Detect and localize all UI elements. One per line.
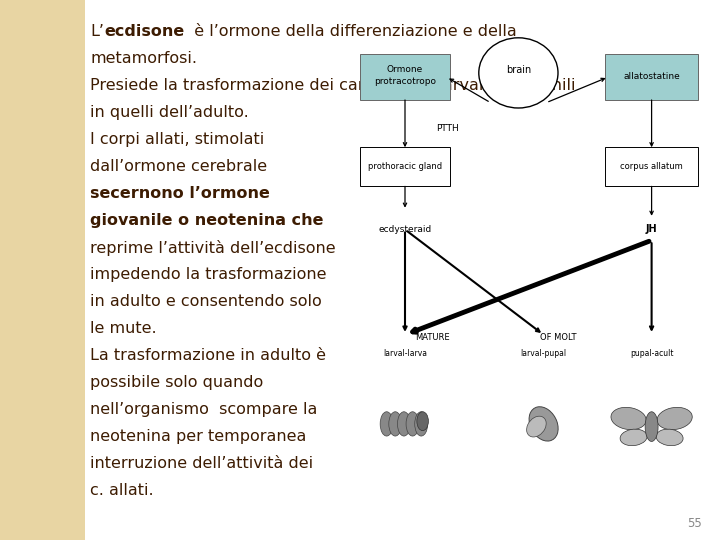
Text: ecdysteraid: ecdysteraid: [379, 225, 431, 234]
FancyBboxPatch shape: [360, 147, 450, 186]
Text: 55: 55: [688, 517, 702, 530]
Text: neotenina per temporanea: neotenina per temporanea: [90, 429, 307, 444]
Text: OF MOLT: OF MOLT: [540, 333, 576, 342]
Ellipse shape: [389, 411, 402, 436]
Text: Ormone: Ormone: [387, 65, 423, 74]
Text: allatostatine: allatostatine: [624, 72, 680, 82]
Ellipse shape: [526, 416, 546, 437]
Text: in adulto e consentendo solo: in adulto e consentendo solo: [90, 294, 322, 309]
Ellipse shape: [529, 407, 558, 441]
Ellipse shape: [656, 429, 683, 445]
Text: ecdisone: ecdisone: [104, 24, 184, 39]
Text: larval-pupal: larval-pupal: [521, 349, 567, 358]
Text: in quelli dell’adulto.: in quelli dell’adulto.: [90, 105, 248, 120]
Text: larval-larva: larval-larva: [383, 349, 427, 358]
Ellipse shape: [645, 411, 658, 442]
Text: reprime l’attività dell’ecdisone: reprime l’attività dell’ecdisone: [90, 240, 336, 256]
Ellipse shape: [620, 429, 647, 445]
Text: pupal-acult: pupal-acult: [630, 349, 673, 358]
Text: metamorfosi.: metamorfosi.: [90, 51, 197, 66]
Ellipse shape: [397, 411, 410, 436]
Ellipse shape: [479, 38, 558, 108]
Ellipse shape: [417, 411, 428, 431]
Text: giovanile o neotenina che: giovanile o neotenina che: [90, 213, 323, 228]
Text: prothoracic gland: prothoracic gland: [368, 163, 442, 171]
Text: è l’ormone della differenziazione e della: è l’ormone della differenziazione e dell…: [184, 24, 517, 39]
Text: possibile solo quando: possibile solo quando: [90, 375, 264, 390]
Ellipse shape: [611, 407, 646, 430]
Text: MATURE: MATURE: [415, 333, 449, 342]
Text: I corpi allati, stimolati: I corpi allati, stimolati: [90, 132, 264, 147]
Text: PTTH: PTTH: [436, 124, 459, 133]
Text: le mute.: le mute.: [90, 321, 157, 336]
Ellipse shape: [406, 411, 419, 436]
Text: JH: JH: [646, 225, 657, 234]
Text: brain: brain: [505, 65, 531, 75]
Ellipse shape: [415, 411, 428, 436]
Text: nell’organismo  scompare la: nell’organismo scompare la: [90, 402, 318, 417]
Text: La trasformazione in adulto è: La trasformazione in adulto è: [90, 348, 326, 363]
Text: protracotropo: protracotropo: [374, 77, 436, 86]
Bar: [0, 0, 85, 540]
Ellipse shape: [657, 407, 692, 430]
Text: Presiede la trasformazione dei caratteri da larvali o giovanili: Presiede la trasformazione dei caratteri…: [90, 78, 575, 93]
Text: interruzione dell’attività dei: interruzione dell’attività dei: [90, 456, 313, 471]
Text: corpus allatum: corpus allatum: [620, 163, 683, 171]
Text: L’: L’: [90, 24, 104, 39]
Text: c. allati.: c. allati.: [90, 483, 153, 498]
Text: dall’ormone cerebrale: dall’ormone cerebrale: [90, 159, 267, 174]
Text: impedendo la trasformazione: impedendo la trasformazione: [90, 267, 326, 282]
Ellipse shape: [380, 411, 393, 436]
FancyBboxPatch shape: [360, 54, 450, 100]
FancyBboxPatch shape: [605, 54, 698, 100]
FancyBboxPatch shape: [605, 147, 698, 186]
Text: secernono l’ormone: secernono l’ormone: [90, 186, 270, 201]
